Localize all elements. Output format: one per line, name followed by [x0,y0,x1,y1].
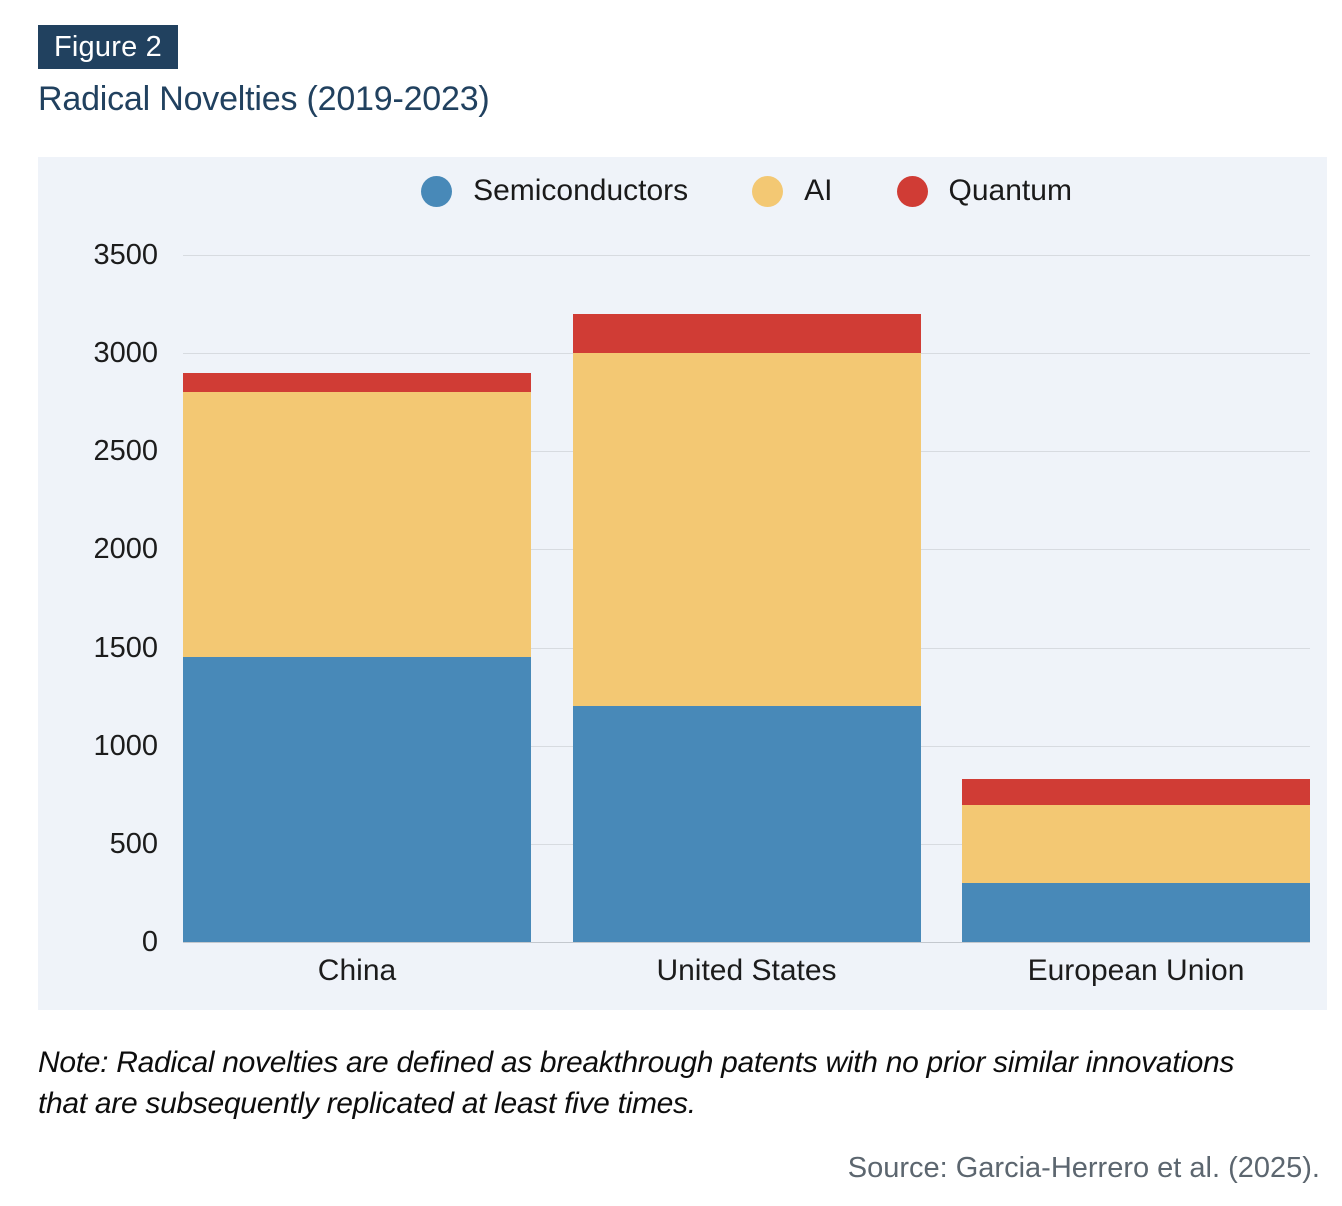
bar-united-states-quantum [572,313,921,354]
legend-dot-icon [752,175,784,207]
y-axis-tick-label: 2500 [93,435,158,468]
legend-item-semiconductors: Semiconductors [421,174,688,208]
bar-european-union-quantum [962,779,1310,805]
y-axis-tick-label: 500 [109,827,158,860]
bar-china-ai [183,392,531,658]
chart-legend: Semiconductors AI Quantum [183,169,1310,213]
legend-item-ai: AI [752,174,833,208]
x-axis-label-united-states: United States [656,954,837,987]
gridline-0 [183,942,1310,943]
figure-badge: Figure 2 [38,25,178,69]
chart-source: Source: Garcia-Herrero et al. (2025). [847,1152,1320,1184]
bar-european-union-semiconductors [962,883,1310,942]
bar-china-quantum [183,372,531,393]
y-axis-tick-label: 1500 [93,631,158,664]
chart-panel: Semiconductors AI Quantum 0 500 1000 1500 2000… [38,157,1327,1010]
gridline-3500 [183,255,1310,256]
plot-area: 0 500 1000 1500 2000 2500 3000 3500 China United … [93,240,1310,987]
y-axis-tick-label: 0 [141,926,158,958]
legend-label: AI [804,174,833,207]
x-axis-label-china: China [317,954,397,987]
y-axis-tick-label: 1000 [93,729,158,762]
y-axis-tick-label: 2000 [93,533,158,566]
y-axis-tick-label: 3000 [93,337,158,370]
chart-note: Note: Radical novelties are defined as b… [38,1046,1235,1120]
legend-dot-icon [896,175,928,207]
legend-label: Quantum [948,174,1072,207]
bar-united-states-semiconductors [572,706,921,942]
bar-china-semiconductors [183,657,531,942]
x-axis-label-european-union: European Union [1027,954,1245,987]
bar-european-union-ai [962,804,1310,884]
legend-item-quantum: Quantum [896,174,1072,208]
y-axis-tick-label: 3500 [93,239,158,271]
bar-united-states-ai [572,353,921,707]
chart-title: Radical Novelties (2019-2023) [38,80,490,118]
legend-dot-icon [421,175,453,207]
legend-label: Semiconductors [473,174,689,207]
